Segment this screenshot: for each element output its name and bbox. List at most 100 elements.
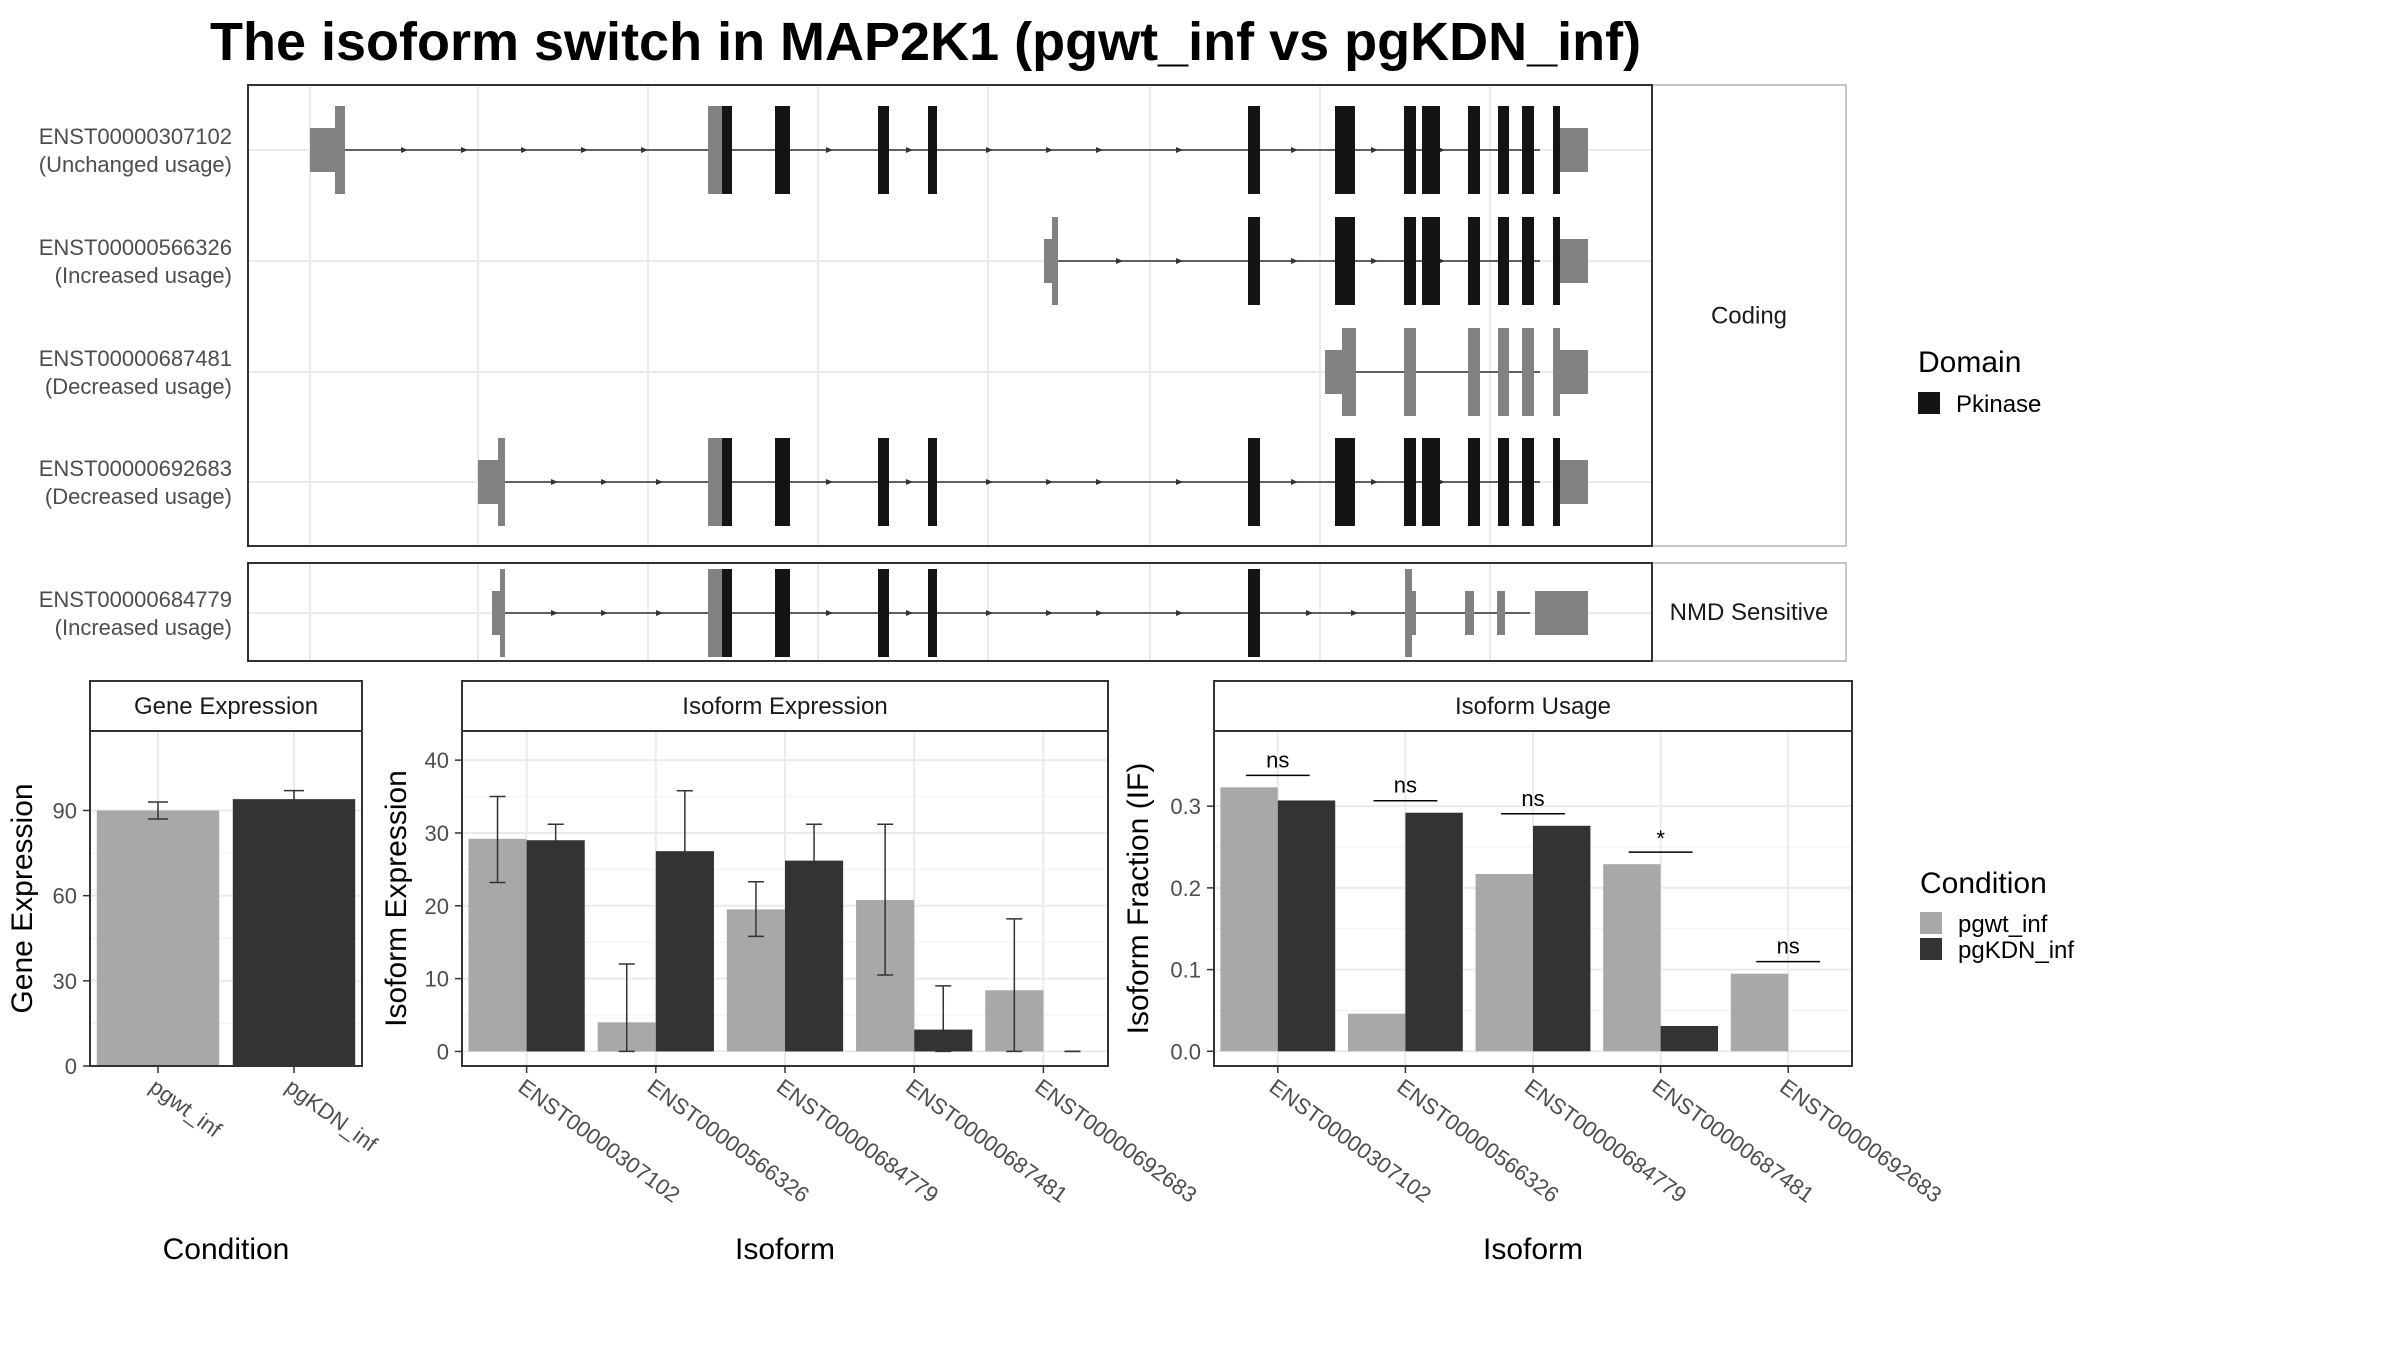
- intron-direction-arrow: [401, 147, 408, 153]
- utr-exon: [708, 106, 722, 194]
- intron-direction-arrow: [906, 610, 913, 616]
- bar-pgKDN_inf: [1533, 825, 1591, 1052]
- bar-pgKDN_inf: [1660, 1025, 1719, 1052]
- pkinase-exon: [1498, 106, 1509, 194]
- bar-pgKDN_inf: [1277, 800, 1336, 1052]
- pkinase-exon: [722, 569, 732, 657]
- intron-direction-arrow: [551, 610, 558, 616]
- intron-direction-arrow: [906, 147, 913, 153]
- utr-exon: [1535, 591, 1588, 635]
- y-tick-label: 10: [425, 967, 449, 992]
- transcript-facet-strip: [1651, 562, 1847, 662]
- bar-pgKDN_inf: [526, 840, 585, 1052]
- utr-exon: [1560, 128, 1588, 172]
- pkinase-exon: [1248, 217, 1260, 305]
- y-tick-label: 0.0: [1170, 1039, 1201, 1064]
- utr-exon: [1522, 328, 1534, 416]
- y-axis-title: Isoform Expression: [380, 770, 413, 1027]
- y-axis-title: Gene Expression: [6, 783, 39, 1013]
- utr-exon: [492, 591, 500, 635]
- transcript-panel-frame: [247, 84, 1653, 547]
- transcript-usage-label: (Decreased usage): [45, 374, 232, 399]
- intron-direction-arrow: [986, 610, 993, 616]
- utr-exon: [1560, 460, 1588, 504]
- pkinase-exon: [1522, 106, 1525, 194]
- condition-legend-label: pgKDN_inf: [1958, 937, 2074, 964]
- utr-exon: [1560, 239, 1588, 283]
- bar-pgwt_inf: [1347, 1013, 1406, 1052]
- intron-direction-arrow: [1046, 479, 1053, 485]
- pkinase-exon: [1553, 217, 1560, 305]
- pkinase-exon: [1335, 106, 1355, 194]
- intron-direction-arrow: [601, 479, 608, 485]
- y-axis-title: Isoform Fraction (IF): [1122, 763, 1155, 1035]
- transcript-id-label: ENST00000684779: [39, 587, 232, 612]
- pkinase-exon: [1522, 217, 1525, 305]
- utr-exon: [498, 438, 505, 526]
- intron-direction-arrow: [641, 147, 648, 153]
- utr-exon: [1405, 569, 1412, 657]
- intron-direction-arrow: [1096, 610, 1103, 616]
- y-tick-label: 20: [425, 894, 449, 919]
- panel-strip-label: Gene Expression: [134, 693, 318, 720]
- intron-direction-arrow: [656, 479, 663, 485]
- isoform-expression-panel: Isoform Expression010203040ENST000003071…: [380, 680, 1202, 1266]
- intron-direction-arrow: [826, 147, 833, 153]
- pkinase-exon: [1468, 217, 1480, 305]
- y-tick-label: 40: [425, 748, 449, 773]
- pkinase-exon: [775, 569, 790, 657]
- utr-exon: [1560, 350, 1588, 394]
- intron-direction-arrow: [551, 479, 558, 485]
- utr-exon: [500, 569, 505, 657]
- intron-direction-arrow: [1096, 147, 1103, 153]
- pkinase-exon: [878, 569, 889, 657]
- significance-label: *: [1656, 826, 1665, 851]
- y-tick-label: 90: [53, 798, 77, 823]
- intron-direction-arrow: [1116, 258, 1123, 264]
- intron-direction-arrow: [986, 147, 993, 153]
- panel-strip-label: Isoform Usage: [1455, 693, 1611, 720]
- pkinase-exon: [722, 106, 732, 194]
- condition-legend-key: [1920, 912, 1942, 934]
- y-tick-label: 30: [53, 969, 77, 994]
- bar-pgwt_inf: [96, 810, 220, 1066]
- pkinase-exon: [1335, 438, 1355, 526]
- pkinase-exon: [1422, 217, 1440, 305]
- utr-exon: [1412, 591, 1416, 635]
- utr-exon: [708, 438, 722, 526]
- pkinase-exon: [1335, 217, 1355, 305]
- bar-pgwt_inf: [1220, 787, 1278, 1052]
- intron-direction-arrow: [1291, 147, 1298, 153]
- intron-direction-arrow: [581, 147, 588, 153]
- utr-exon: [1497, 591, 1505, 635]
- significance-label: ns: [1777, 934, 1800, 959]
- figure-title: The isoform switch in MAP2K1 (pgwt_inf v…: [210, 12, 1641, 72]
- pkinase-exon: [1468, 438, 1480, 526]
- pkinase-exon: [1422, 438, 1440, 526]
- pkinase-exon: [1404, 217, 1416, 305]
- utr-exon: [1044, 239, 1052, 283]
- intron-direction-arrow: [1046, 610, 1053, 616]
- utr-exon: [1404, 328, 1416, 416]
- intron-direction-arrow: [1291, 258, 1298, 264]
- y-tick-label: 0: [65, 1054, 77, 1079]
- intron-direction-arrow: [1371, 479, 1378, 485]
- intron-direction-arrow: [1176, 479, 1183, 485]
- pkinase-exon: [928, 438, 937, 526]
- intron-direction-arrow: [1371, 147, 1378, 153]
- gene-expression-panel: Gene Expression 0 30 60 90 pgwt_inf pgKDN_inf G…: [6, 680, 383, 1266]
- pkinase-exon: [775, 438, 790, 526]
- bar-pgKDN_inf: [232, 799, 356, 1066]
- intron-direction-arrow: [601, 610, 608, 616]
- pkinase-exon: [1404, 106, 1416, 194]
- intron-direction-arrow: [1046, 147, 1053, 153]
- utr-exon: [1468, 328, 1480, 416]
- coding-strip-label: Coding: [1711, 303, 1787, 330]
- pkinase-exon: [1422, 106, 1440, 194]
- utr-exon: [310, 128, 335, 172]
- pkinase-exon: [1553, 106, 1560, 194]
- pkinase-exon: [775, 106, 790, 194]
- transcript-panel-frame: [247, 562, 1653, 662]
- y-tick-label: 0.1: [1170, 958, 1201, 983]
